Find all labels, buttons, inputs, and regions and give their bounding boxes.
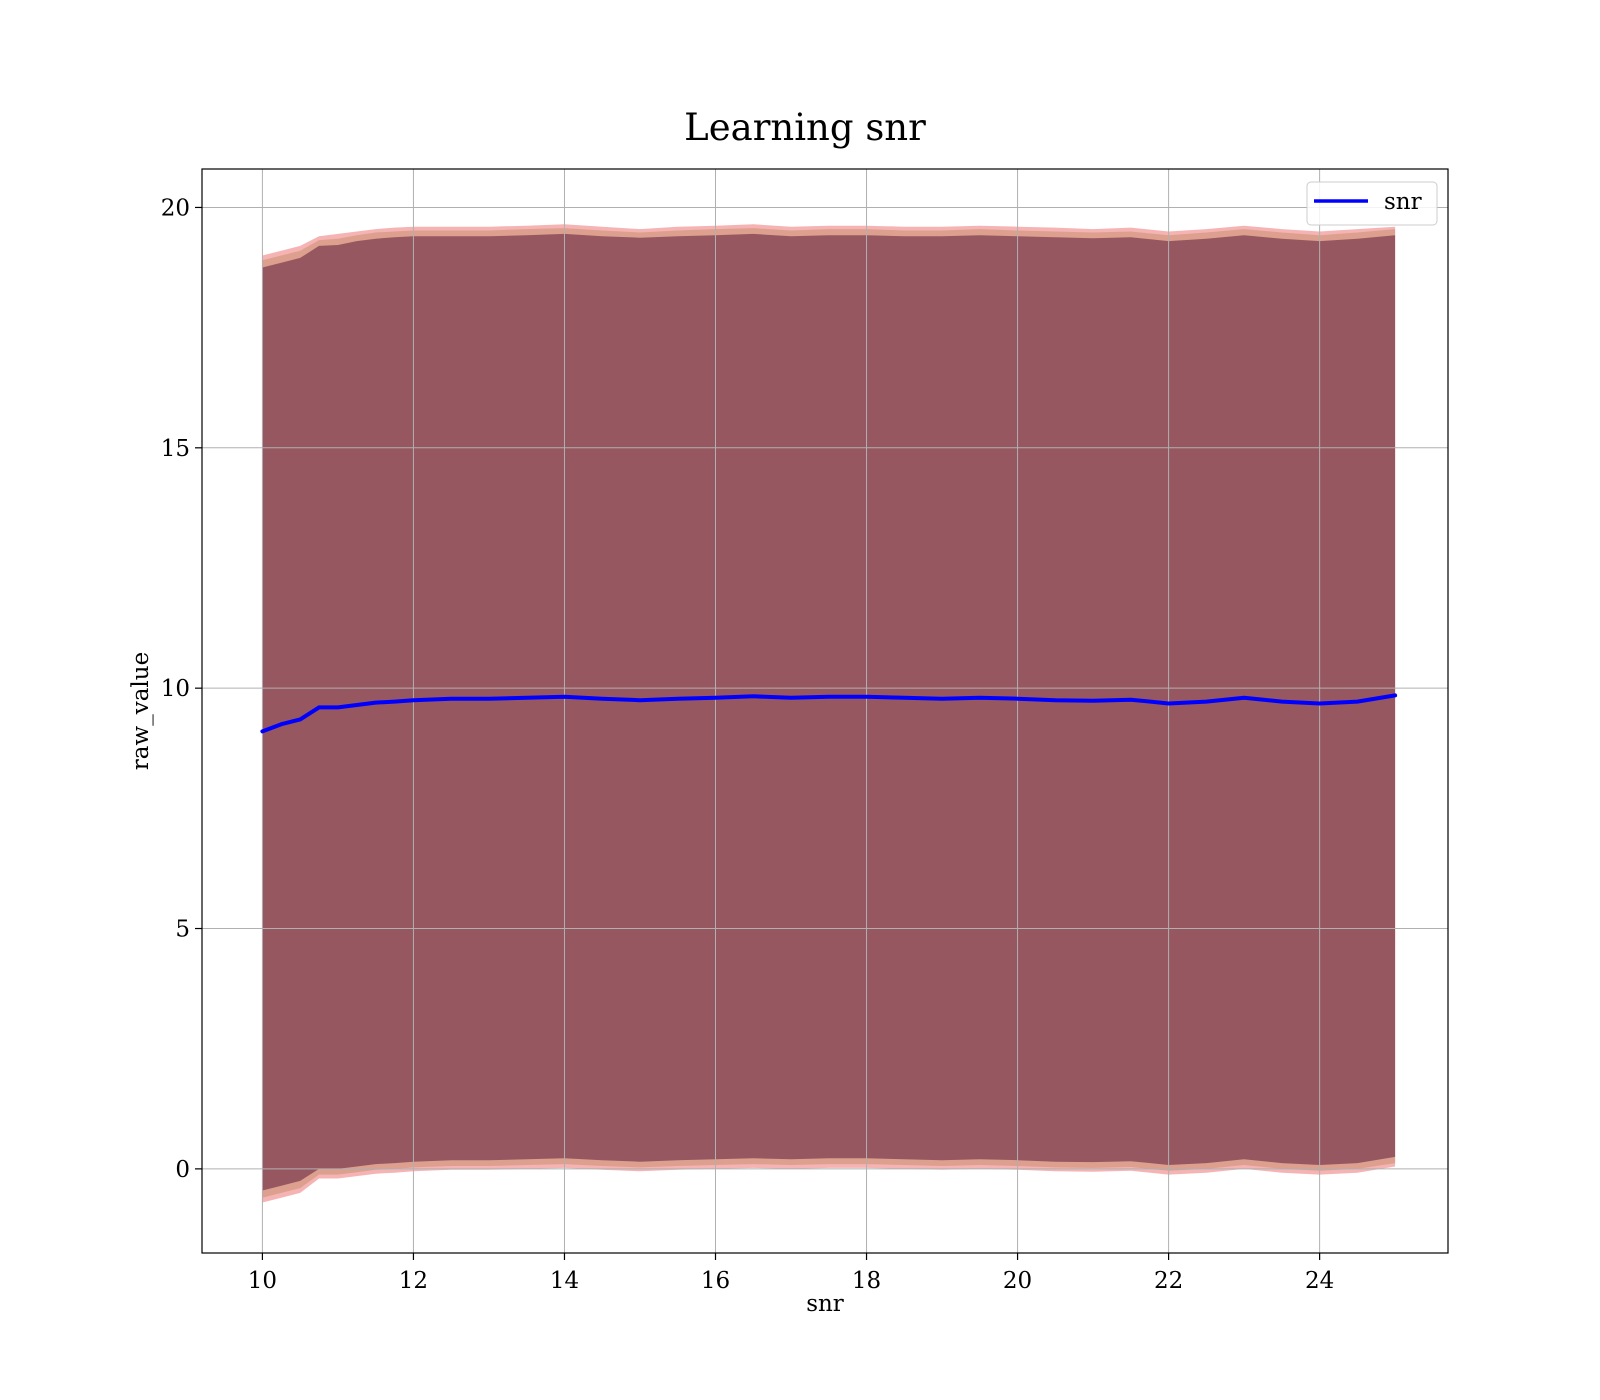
plot-area [201,168,1449,1254]
confidence-bands [262,224,1396,1203]
y-tick-label-20: 20 [161,195,190,221]
x-tick-label-22: 22 [1154,1268,1183,1294]
x-tick-label-20: 20 [1003,1268,1032,1294]
x-tick-label-14: 14 [550,1268,579,1294]
y-tick-label-10: 10 [161,676,190,702]
band-2 [262,233,1396,1191]
y-axis-label: raw_value [128,652,154,770]
grid-lines [202,169,1448,1253]
y-tick-label-15: 15 [161,436,190,462]
y-tick-label-0: 0 [175,1157,190,1183]
plot-frame [201,168,1449,1254]
chart-title: Learning snr [684,106,926,149]
x-tick-label-18: 18 [852,1268,881,1294]
x-tick-label-16: 16 [701,1268,730,1294]
series-lines [260,693,1398,734]
legend-label-snr: snr [1384,189,1422,215]
x-tick-label-12: 12 [399,1268,428,1294]
legend: snr [1306,181,1438,226]
y-axis-ticks: 0 5 10 15 20 [161,195,202,1183]
x-tick-label-10: 10 [248,1268,277,1294]
legend-box [1306,181,1438,226]
x-axis-ticks: 10 12 14 16 18 20 22 24 [248,1253,1334,1294]
y-tick-label-5: 5 [175,917,190,943]
series-line-snr [260,693,1398,734]
x-axis-label: snr [806,1291,844,1317]
x-tick-label-24: 24 [1305,1268,1334,1294]
